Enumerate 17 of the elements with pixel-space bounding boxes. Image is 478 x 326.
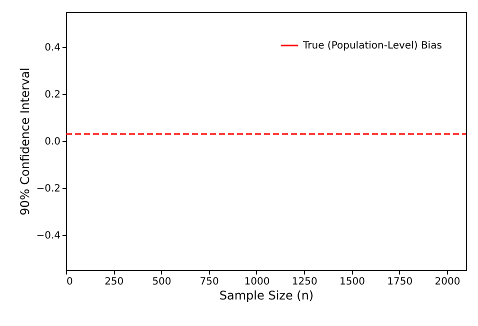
x-tick-label: 750 xyxy=(200,276,219,288)
y-tick-label: −0.4 xyxy=(36,230,60,242)
y-tick-label: 0.4 xyxy=(44,42,60,54)
x-tick-label: 1500 xyxy=(339,276,365,288)
y-axis-title: 90% Confidence Interval xyxy=(18,68,32,216)
x-axis-title: Sample Size (n) xyxy=(219,288,314,302)
x-tick-label: 2000 xyxy=(434,276,460,288)
x-tick-label: 1000 xyxy=(244,276,270,288)
y-tick-label: 0.2 xyxy=(44,90,60,101)
x-tick-label: 250 xyxy=(104,276,124,288)
legend-label: True (Population-Level) Bias xyxy=(302,40,442,52)
y-tick-label: −0.2 xyxy=(36,183,60,194)
x-tick-label: 1750 xyxy=(387,276,413,288)
x-tick-label: 0 xyxy=(66,276,73,288)
x-tick-label: 1250 xyxy=(292,276,318,288)
y-tick-label: 0.0 xyxy=(44,136,60,148)
x-tick-label: 500 xyxy=(152,276,172,288)
